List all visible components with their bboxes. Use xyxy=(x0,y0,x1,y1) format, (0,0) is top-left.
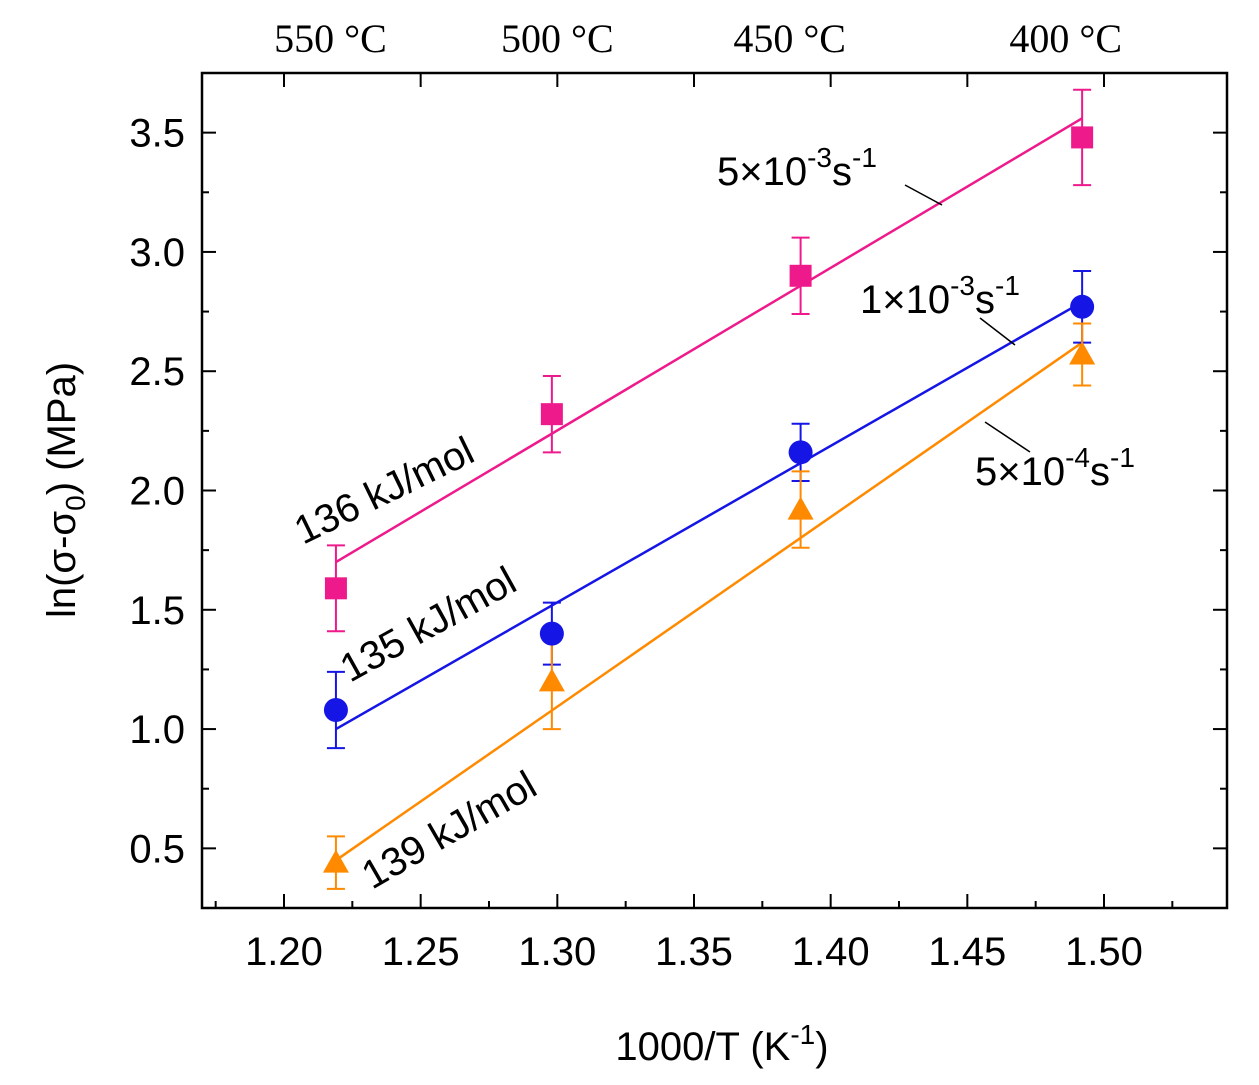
top-axis-label: 450 °C xyxy=(733,16,846,61)
annotation-series-0: 5×10-3s-1 xyxy=(717,142,943,206)
fit-line-2 xyxy=(335,341,1083,862)
x-tick-label: 1.25 xyxy=(382,930,460,974)
data-point-circle xyxy=(1070,294,1095,319)
x-tick-label: 1.45 xyxy=(928,930,1006,974)
fit-line-1 xyxy=(335,300,1083,731)
data-point-triangle xyxy=(538,668,565,692)
data-point-circle xyxy=(323,697,348,722)
data-point-square xyxy=(540,403,563,426)
x-tick-label: 1.40 xyxy=(792,930,870,974)
annotation-leader-0 xyxy=(904,184,943,206)
y-axis-label: ln(σ-σ0) (MPa) xyxy=(40,362,91,618)
data-point-triangle xyxy=(322,849,349,873)
y-tick-label: 2.5 xyxy=(129,350,185,394)
data-point-triangle xyxy=(787,496,814,520)
x-axis-label: 1000/T (K-1) xyxy=(615,1019,828,1069)
top-axis-label: 400 °C xyxy=(1009,16,1122,61)
fit-line-0 xyxy=(335,117,1083,564)
top-axis-label: 550 °C xyxy=(274,16,387,61)
data-point-square xyxy=(1071,126,1094,149)
annotation-series-1: 1×10-3s-1 xyxy=(860,270,1020,346)
activation-energy-1: 135 kJ/mol xyxy=(333,559,524,691)
annotation-leader-1 xyxy=(979,317,1016,346)
y-tick-label: 3.0 xyxy=(129,231,185,275)
x-tick-label: 1.50 xyxy=(1065,930,1143,974)
y-tick-label: 3.5 xyxy=(129,112,185,156)
activation-energy-2: 139 kJ/mol xyxy=(355,763,545,898)
rate-label-2: 5×10-4s-1 xyxy=(975,442,1135,494)
data-point-circle xyxy=(788,440,813,465)
y-tick-label: 1.0 xyxy=(129,708,185,752)
rate-label-1: 1×10-3s-1 xyxy=(860,270,1020,322)
annotation-leader-2 xyxy=(984,421,1031,453)
top-axis-label: 500 °C xyxy=(501,16,614,61)
data-point-circle xyxy=(539,621,564,646)
x-tick-label: 1.35 xyxy=(655,930,733,974)
y-tick-label: 2.0 xyxy=(129,470,185,514)
data-point-square xyxy=(324,577,347,600)
x-tick-label: 1.20 xyxy=(245,930,323,974)
x-tick-label: 1.30 xyxy=(518,930,596,974)
data-point-triangle xyxy=(1069,341,1096,365)
y-tick-label: 1.5 xyxy=(129,589,185,633)
data-point-square xyxy=(789,264,812,287)
rate-label-0: 5×10-3s-1 xyxy=(717,142,877,194)
annotation-series-2: 5×10-4s-1 xyxy=(975,421,1135,494)
y-tick-label: 0.5 xyxy=(129,827,185,871)
